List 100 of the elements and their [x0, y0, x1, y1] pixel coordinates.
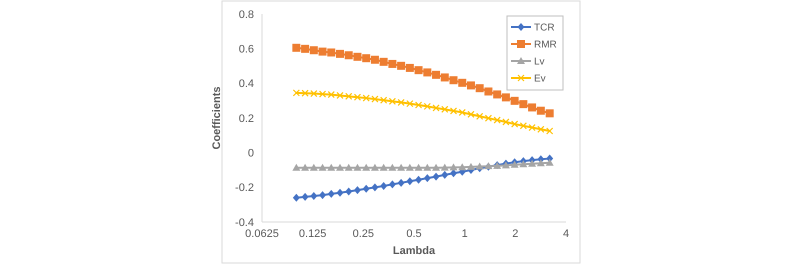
- point: [519, 100, 528, 108]
- point: [484, 114, 492, 122]
- y-tick-label: -0.2: [235, 182, 254, 194]
- point: [458, 163, 466, 170]
- point: [476, 112, 484, 120]
- point: [336, 164, 344, 171]
- legend-label: Ev: [534, 74, 546, 84]
- point: [528, 160, 536, 167]
- point: [450, 163, 458, 170]
- point: [353, 164, 362, 171]
- point: [414, 66, 423, 74]
- point: [362, 54, 370, 62]
- point: [502, 118, 510, 126]
- point: [371, 183, 378, 192]
- x-tick-label: 2: [512, 228, 518, 240]
- point: [292, 44, 300, 52]
- point: [536, 159, 545, 166]
- point: [319, 191, 326, 200]
- x-tick-label: 0.125: [298, 228, 326, 240]
- point: [388, 60, 396, 68]
- point: [466, 81, 475, 90]
- point: [370, 56, 379, 64]
- point: [537, 126, 544, 133]
- point: [406, 177, 414, 186]
- point: [546, 109, 554, 118]
- point: [450, 76, 458, 84]
- point: [415, 176, 422, 184]
- y-tick-label: 0.2: [238, 112, 254, 125]
- x-tick-label: 0.5: [406, 228, 422, 240]
- point: [467, 110, 475, 118]
- point: [362, 184, 370, 193]
- point: [528, 124, 536, 132]
- point: [354, 186, 361, 194]
- point: [318, 164, 327, 171]
- y-tick-label: -0.4: [235, 216, 254, 229]
- point: [362, 164, 370, 171]
- point: [327, 48, 336, 56]
- point: [546, 158, 554, 166]
- x-tick-label: 1: [462, 228, 468, 240]
- point: [380, 182, 388, 190]
- point: [398, 178, 405, 187]
- y-tick-label: 0.6: [238, 44, 254, 56]
- point: [432, 164, 440, 171]
- point: [292, 164, 300, 171]
- point: [344, 164, 353, 171]
- point: [301, 44, 310, 53]
- x-tick-label: 0.25: [352, 228, 374, 240]
- point: [476, 84, 484, 92]
- point: [353, 52, 362, 61]
- point: [510, 96, 519, 105]
- point: [440, 73, 449, 82]
- point: [336, 188, 344, 197]
- point: [546, 127, 554, 135]
- point: [520, 122, 527, 130]
- point: [327, 164, 336, 171]
- point: [345, 187, 352, 196]
- point: [388, 164, 396, 171]
- point: [423, 68, 432, 76]
- point: [440, 164, 449, 171]
- point: [432, 70, 440, 79]
- point: [380, 164, 388, 171]
- point: [406, 164, 414, 171]
- point: [432, 172, 440, 181]
- point: [519, 160, 528, 168]
- point: [336, 50, 344, 58]
- point: [423, 164, 432, 171]
- point: [310, 192, 318, 200]
- point: [370, 164, 379, 171]
- x-tick-label: 0.0625: [245, 228, 279, 240]
- point: [510, 160, 519, 168]
- point: [484, 87, 492, 96]
- point: [302, 192, 309, 201]
- y-axis-title: Coefficients: [211, 86, 223, 150]
- legend-label: Lv: [534, 56, 545, 68]
- point: [424, 174, 431, 182]
- point: [310, 164, 318, 171]
- point: [476, 162, 484, 170]
- y-tick-label: 0.8: [238, 8, 254, 21]
- point: [388, 180, 396, 188]
- x-tick-label: 4: [562, 228, 570, 240]
- point: [494, 116, 501, 124]
- legend-label: TCR: [534, 22, 555, 34]
- point: [528, 103, 536, 112]
- point: [458, 78, 466, 87]
- point: [301, 164, 310, 171]
- point: [511, 120, 518, 128]
- y-tick-label: 0: [248, 148, 254, 160]
- point: [414, 164, 423, 171]
- legend-label: RMR: [534, 40, 557, 50]
- point: [310, 46, 318, 54]
- point: [466, 162, 475, 170]
- point: [441, 170, 448, 179]
- y-tick-label: 0.4: [238, 78, 254, 90]
- point: [344, 51, 353, 60]
- point: [536, 106, 545, 115]
- point: [292, 194, 300, 202]
- point: [493, 90, 502, 98]
- point: [318, 48, 327, 56]
- point: [397, 62, 406, 70]
- point: [328, 190, 335, 198]
